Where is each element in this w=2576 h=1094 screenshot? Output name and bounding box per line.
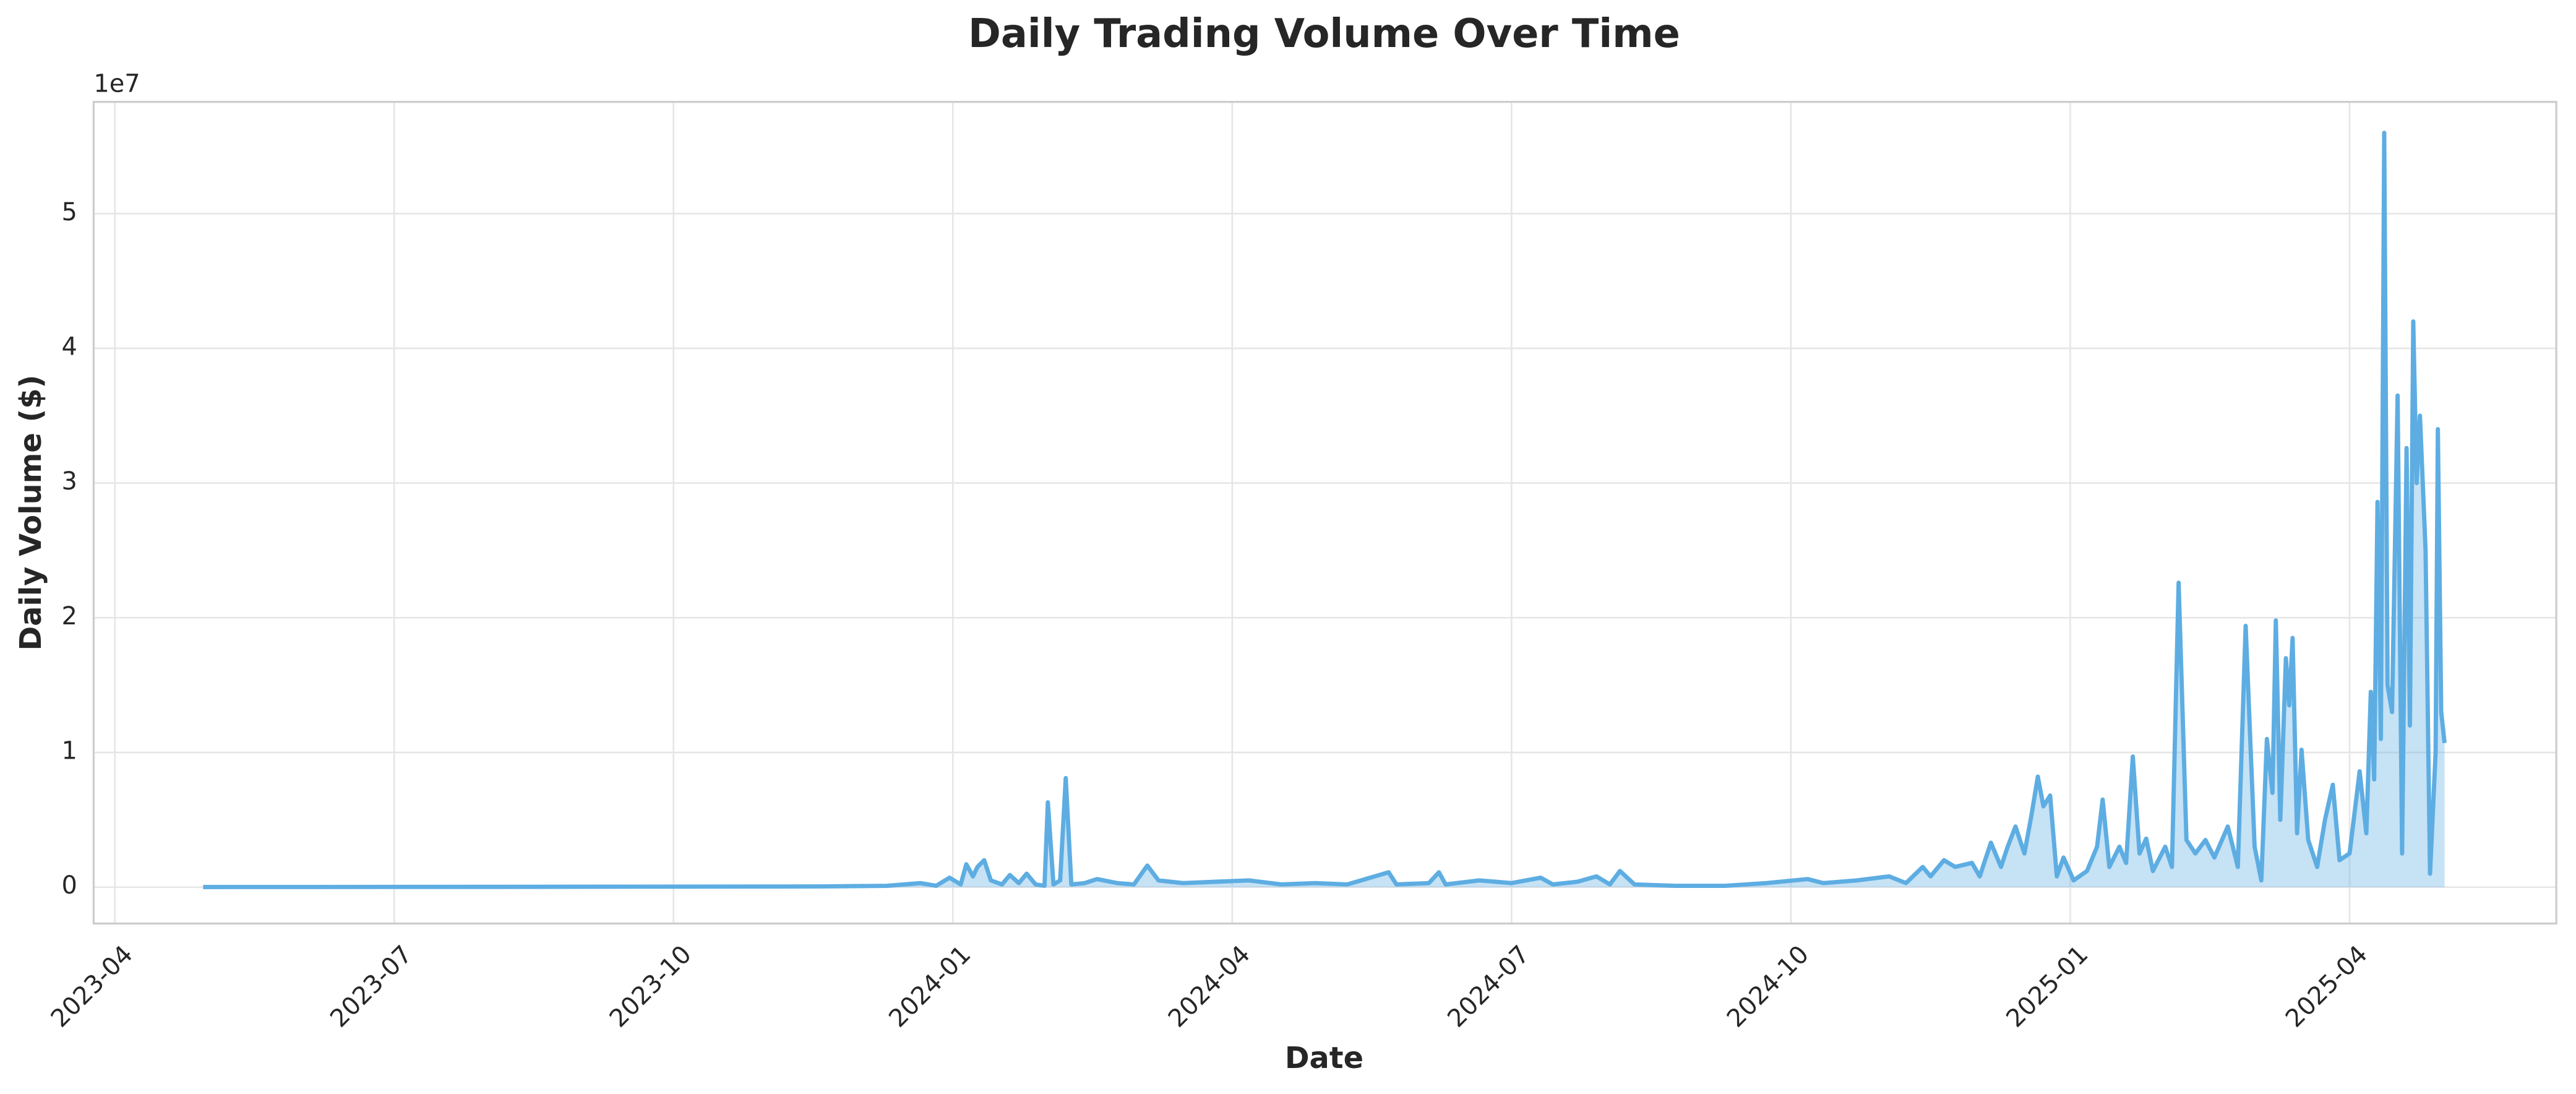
y-tick-label: 1: [61, 737, 77, 765]
y-tick-label: 3: [61, 467, 77, 496]
y-tick-label: 5: [61, 198, 77, 226]
line: [203, 131, 2447, 889]
y-offset-label: 1e7: [93, 70, 140, 98]
plot-frame: [92, 101, 2557, 925]
x-axis-label: Date: [1285, 1041, 1363, 1075]
y-tick-label: 4: [61, 333, 77, 361]
chart-title: Daily Trading Volume Over Time: [968, 11, 1680, 57]
y-tick-label: 0: [61, 871, 77, 900]
y-tick-label: 2: [61, 602, 77, 631]
y-axis-label: Daily Volume ($): [14, 375, 48, 651]
